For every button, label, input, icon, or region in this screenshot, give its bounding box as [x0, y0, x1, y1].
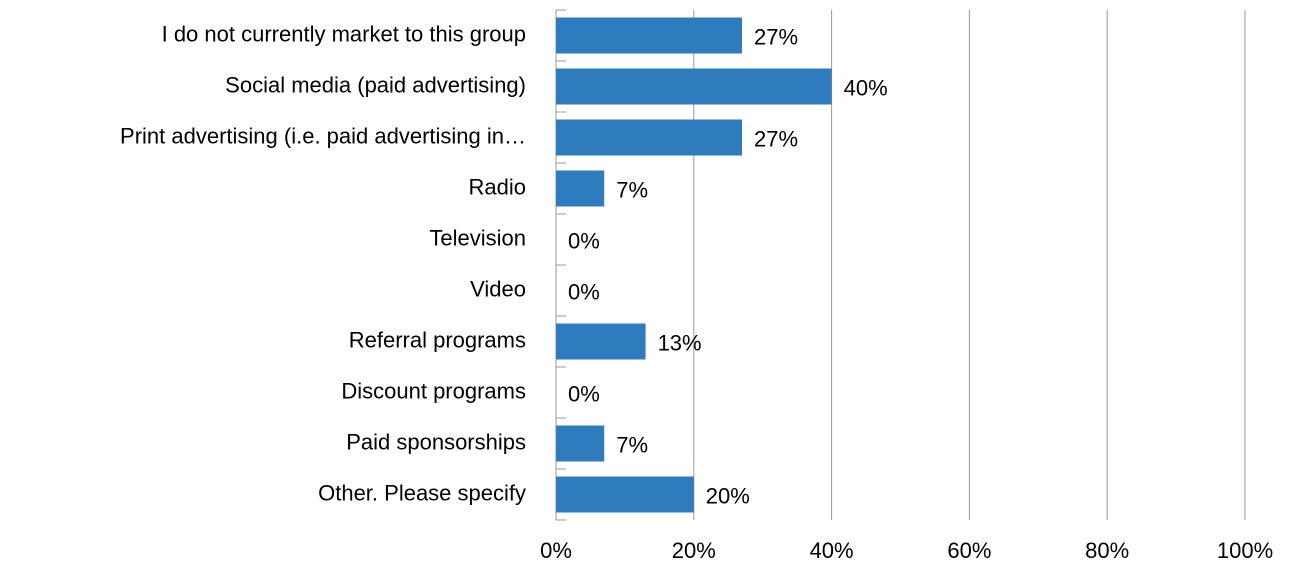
bar — [556, 119, 743, 156]
value-label: 20% — [706, 483, 750, 508]
x-tick-label: 20% — [672, 538, 716, 563]
x-tick-label: 0% — [540, 538, 572, 563]
value-label: 7% — [616, 432, 648, 457]
value-label: 13% — [658, 330, 702, 355]
bar — [556, 476, 694, 513]
value-label: 27% — [754, 24, 798, 49]
value-label: 40% — [844, 75, 888, 100]
value-label: 7% — [616, 177, 648, 202]
bar — [556, 68, 832, 105]
bar — [556, 323, 646, 360]
y-tick-label: Discount programs — [341, 378, 526, 403]
y-tick-label: Other. Please specify — [318, 480, 526, 505]
y-tick-label: Radio — [469, 174, 526, 199]
value-label: 0% — [568, 228, 600, 253]
value-label: 0% — [568, 279, 600, 304]
y-tick-label: I do not currently market to this group — [162, 21, 526, 46]
value-label: 27% — [754, 126, 798, 151]
y-tick-label: Social media (paid advertising) — [225, 72, 526, 97]
bar — [556, 170, 605, 207]
y-tick-label: Television — [429, 225, 526, 250]
y-tick-label: Referral programs — [349, 327, 526, 352]
bar — [556, 425, 605, 462]
y-tick-label: Paid sponsorships — [346, 429, 526, 454]
y-tick-label: Print advertising (i.e. paid advertising… — [120, 123, 526, 148]
value-label: 0% — [568, 381, 600, 406]
bar — [556, 17, 743, 54]
x-tick-label: 80% — [1085, 538, 1129, 563]
x-tick-label: 100% — [1217, 538, 1273, 563]
x-tick-label: 60% — [947, 538, 991, 563]
x-tick-label: 40% — [810, 538, 854, 563]
y-tick-label: Video — [470, 276, 526, 301]
